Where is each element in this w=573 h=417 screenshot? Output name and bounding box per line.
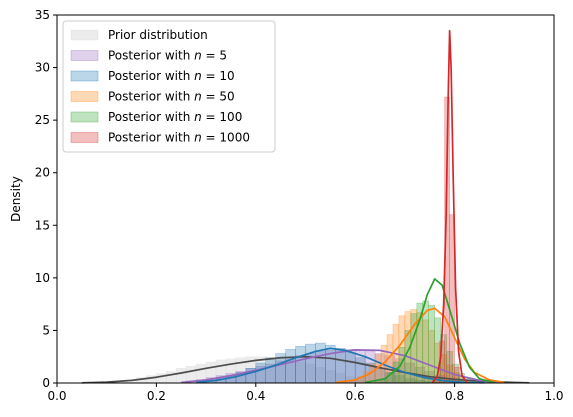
histogram-bar: [166, 371, 177, 384]
legend-swatch: [70, 70, 99, 82]
histogram-bar: [392, 361, 400, 384]
legend-swatch: [70, 50, 99, 61]
x-tick-label: 0.2: [147, 389, 166, 403]
kde-curve: [431, 29, 468, 384]
y-tick-label: 20: [35, 166, 50, 180]
legend-label: Prior distribution: [108, 28, 208, 42]
y-tick-label: 0: [42, 376, 50, 390]
y-axis: 0 5 10 15 20 25 30 35: [35, 8, 57, 390]
legend-label: Posterior with n = 5: [108, 49, 227, 63]
y-tick-label: 30: [35, 61, 50, 75]
x-tick-label: 1.0: [544, 389, 563, 403]
legend-label: Posterior with n = 100: [108, 110, 242, 124]
histogram-bar: [255, 362, 266, 384]
legend-swatch: [70, 132, 99, 143]
legend-swatch: [70, 29, 99, 41]
legend-box: [62, 20, 276, 153]
x-tick-label: 0.4: [246, 389, 265, 403]
histogram-bar: [428, 304, 435, 384]
x-tick-label: 0.0: [47, 389, 66, 403]
x-axis: 0.0 0.2 0.4 0.6 0.8 1.0: [47, 383, 564, 403]
histogram-bar: [295, 345, 306, 384]
y-tick-label: 35: [35, 8, 50, 22]
kde-curve: [364, 278, 495, 384]
x-tick-label: 0.6: [346, 389, 365, 403]
y-tick-label: 5: [42, 323, 50, 337]
y-tick-label: 25: [35, 113, 50, 127]
legend-label: Posterior with n = 50: [108, 90, 235, 104]
histogram-bar: [305, 343, 316, 384]
y-tick-label: 15: [35, 218, 50, 232]
legend-swatch: [70, 111, 99, 123]
kde-curve: [81, 355, 530, 384]
y-axis-label: Density: [9, 176, 23, 222]
histogram-bar: [285, 349, 296, 384]
histogram-bar: [335, 348, 346, 384]
legend: Prior distribution Posterior with n = 5 Po…: [62, 20, 276, 153]
kde-curve-layer: [81, 29, 530, 384]
histogram-bar: [265, 357, 276, 384]
legend-label: Posterior with n = 1000: [108, 131, 250, 145]
histogram-bar: [176, 368, 187, 384]
histogram-bar: [345, 352, 356, 384]
plot-frame: [56, 14, 555, 384]
histogram-bar: [325, 344, 336, 384]
x-tick-label: 0.8: [445, 389, 464, 403]
legend-label: Posterior with n = 10: [108, 69, 235, 83]
legend-swatch: [70, 91, 99, 102]
kde-curve: [181, 349, 505, 384]
y-tick-label: 10: [35, 271, 50, 285]
